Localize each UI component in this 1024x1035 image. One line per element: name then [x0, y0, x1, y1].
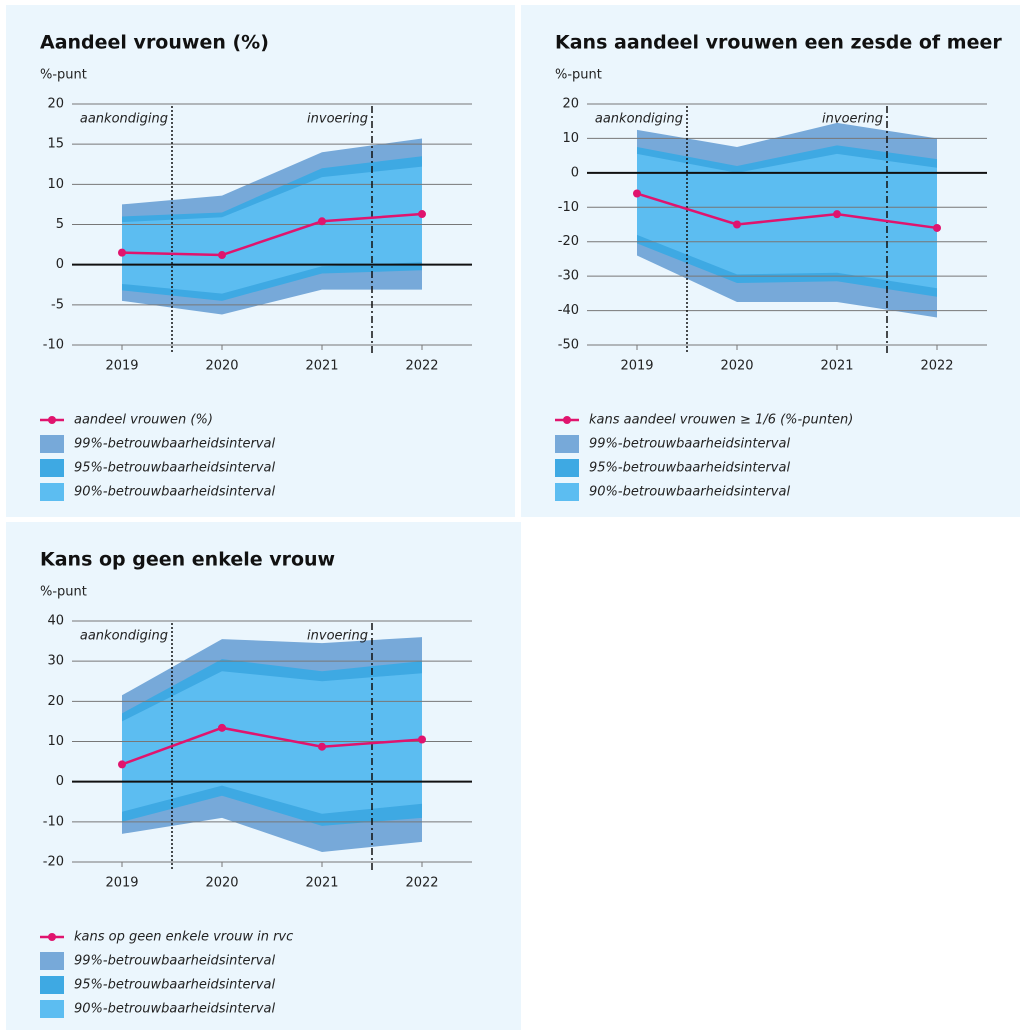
event-label: aankondiging [80, 112, 168, 127]
legend-marker [48, 416, 56, 424]
legend-label: 90%-betrouwbaarheidsinterval [589, 485, 790, 500]
series-marker [318, 742, 326, 751]
legend-label: 99%-betrouwbaarheidsinterval [74, 437, 275, 452]
y-tick-label: 15 [47, 137, 64, 152]
legend-label: kans op geen enkele vrouw in rvc [74, 930, 293, 945]
chart-title: Aandeel vrouwen (%) [40, 32, 269, 54]
confidence-band [122, 166, 422, 294]
event-label: aankondiging [595, 112, 683, 127]
x-tick-label: 2021 [305, 359, 338, 374]
confidence-band [637, 153, 937, 289]
legend-swatch [555, 459, 579, 477]
y-tick-label: -20 [558, 234, 579, 249]
legend-swatch [40, 1000, 64, 1018]
legend-marker [563, 416, 571, 424]
series-marker [733, 220, 741, 229]
series-marker [833, 210, 841, 219]
x-tick-label: 2020 [205, 876, 238, 891]
x-tick-label: 2020 [720, 359, 753, 374]
legend-label: kans aandeel vrouwen ≥ 1/6 (%-punten) [589, 413, 853, 428]
x-tick-label: 2022 [405, 876, 438, 891]
x-tick-label: 2019 [620, 359, 653, 374]
series-marker [633, 189, 641, 198]
legend-label: 99%-betrouwbaarheidsinterval [589, 437, 790, 452]
legend-label: 90%-betrouwbaarheidsinterval [74, 485, 275, 500]
x-tick-label: 2021 [305, 876, 338, 891]
y-tick-label: 10 [47, 177, 64, 192]
y-tick-label: -30 [558, 269, 579, 284]
y-tick-label: 20 [47, 694, 64, 709]
legend-label: 99%-betrouwbaarheidsinterval [74, 954, 275, 969]
y-axis-label: %-punt [40, 68, 87, 83]
series-marker [218, 723, 226, 732]
y-tick-label: -5 [51, 297, 64, 312]
y-tick-label: -10 [558, 200, 579, 215]
x-tick-label: 2019 [105, 359, 138, 374]
y-tick-label: 5 [56, 217, 64, 232]
event-label: invoering [307, 112, 368, 127]
event-label: invoering [822, 112, 883, 127]
x-tick-label: 2021 [820, 359, 853, 374]
y-tick-label: 0 [56, 257, 64, 272]
y-tick-label: -10 [43, 338, 64, 353]
series-marker [218, 251, 226, 260]
y-tick-label: 0 [571, 165, 579, 180]
legend-label: 95%-betrouwbaarheidsinterval [589, 461, 790, 476]
series-line [121, 212, 423, 257]
legend-marker [48, 933, 56, 941]
series-marker [118, 760, 126, 769]
legend-swatch [40, 483, 64, 501]
y-tick-label: -20 [43, 855, 64, 870]
series-line [636, 192, 938, 230]
legend-swatch [555, 435, 579, 453]
series-marker [933, 223, 941, 232]
series-line [121, 726, 423, 766]
x-tick-label: 2019 [105, 876, 138, 891]
confidence-band [122, 671, 422, 814]
legend-label: aandeel vrouwen (%) [74, 413, 213, 428]
legend-swatch [555, 483, 579, 501]
x-tick-label: 2020 [205, 359, 238, 374]
series-marker [318, 217, 326, 226]
legend-swatch [40, 952, 64, 970]
legend-swatch [40, 976, 64, 994]
y-axis-label: %-punt [40, 585, 87, 600]
y-tick-label: 10 [47, 734, 64, 749]
y-tick-label: -50 [558, 338, 579, 353]
event-label: invoering [307, 629, 368, 644]
y-tick-label: -10 [43, 814, 64, 829]
legend-label: 95%-betrouwbaarheidsinterval [74, 461, 275, 476]
y-tick-label: -40 [558, 303, 579, 318]
legend-label: 95%-betrouwbaarheidsinterval [74, 978, 275, 993]
legend-swatch [40, 459, 64, 477]
y-tick-label: 10 [562, 131, 579, 146]
legend-label: 90%-betrouwbaarheidsinterval [74, 1002, 275, 1017]
series-marker [418, 735, 426, 744]
y-tick-label: 20 [47, 97, 64, 112]
y-tick-label: 30 [47, 654, 64, 669]
chart-title: Kans op geen enkele vrouw [40, 549, 335, 571]
chart-title: Kans aandeel vrouwen een zesde of meer [555, 32, 1002, 54]
x-tick-label: 2022 [405, 359, 438, 374]
event-label: aankondiging [80, 629, 168, 644]
series-marker [418, 210, 426, 219]
y-tick-label: 0 [56, 774, 64, 789]
legend-swatch [40, 435, 64, 453]
x-tick-label: 2022 [920, 359, 953, 374]
y-axis-label: %-punt [555, 68, 602, 83]
y-tick-label: 40 [47, 614, 64, 629]
series-marker [118, 248, 126, 257]
y-tick-label: 20 [562, 97, 579, 112]
